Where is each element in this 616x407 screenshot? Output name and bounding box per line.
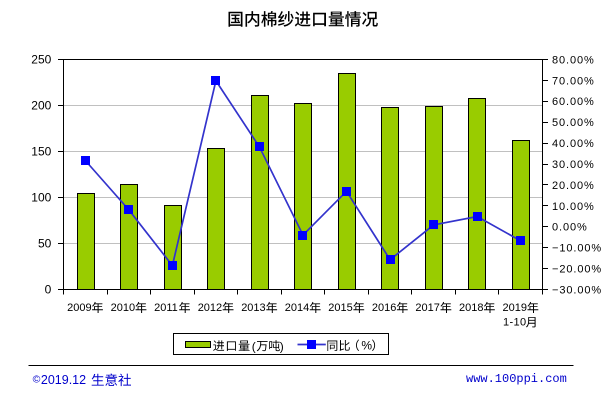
svg-text:100: 100: [31, 191, 51, 205]
svg-text:200: 200: [31, 99, 51, 113]
svg-text:): ): [280, 340, 284, 354]
svg-text:−10.00%: −10.00%: [552, 243, 602, 255]
svg-text:2018: 2018: [459, 302, 483, 314]
svg-text:2015: 2015: [328, 302, 352, 314]
svg-text:2019.12: 2019.12: [41, 373, 86, 387]
svg-text:2019: 2019: [503, 302, 527, 314]
svg-text:20.00%: 20.00%: [552, 180, 595, 192]
svg-text:1-10: 1-10: [503, 316, 526, 328]
svg-text:−20.00%: −20.00%: [552, 264, 602, 276]
svg-text:250: 250: [31, 53, 51, 67]
svg-text:%: %: [361, 338, 372, 352]
svg-text:40.00%: 40.00%: [552, 138, 595, 150]
svg-text:0: 0: [45, 283, 52, 297]
svg-text:2009: 2009: [67, 302, 91, 314]
svg-text:2013: 2013: [241, 302, 265, 314]
svg-text:2016: 2016: [372, 302, 396, 314]
svg-text:2012: 2012: [198, 302, 222, 314]
svg-text:0.00%: 0.00%: [552, 222, 588, 234]
svg-text:50: 50: [38, 237, 52, 251]
svg-text:www.100ppi.com: www.100ppi.com: [466, 372, 567, 386]
svg-text:2011: 2011: [154, 302, 178, 314]
svg-text:50.00%: 50.00%: [552, 117, 595, 129]
svg-text:70.00%: 70.00%: [552, 75, 595, 87]
svg-text:©: ©: [33, 373, 41, 385]
svg-text:150: 150: [31, 145, 51, 159]
svg-text:−30.00%: −30.00%: [552, 284, 602, 296]
svg-text:(: (: [252, 340, 256, 354]
svg-text:2010: 2010: [111, 302, 135, 314]
svg-text:80.00%: 80.00%: [552, 54, 595, 66]
svg-text:10.00%: 10.00%: [552, 201, 595, 213]
svg-text:2014: 2014: [285, 302, 309, 314]
svg-text:2017: 2017: [415, 302, 439, 314]
svg-text:30.00%: 30.00%: [552, 159, 595, 171]
svg-text:60.00%: 60.00%: [552, 96, 595, 108]
